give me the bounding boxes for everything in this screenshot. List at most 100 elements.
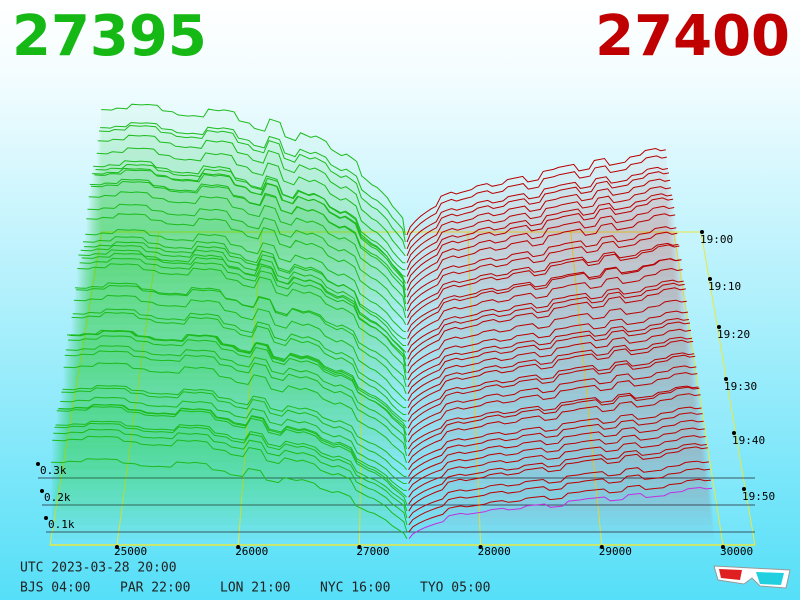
price-label: 25000 [114, 545, 147, 558]
bid-curve [60, 396, 407, 484]
bid-curve [72, 308, 407, 409]
bid-curve [98, 124, 406, 250]
ask-curve [407, 339, 694, 415]
bid-curve [82, 236, 406, 346]
bid-curve [61, 387, 407, 478]
zone-time: TYO 05:00 [420, 581, 490, 596]
ask-curve [407, 279, 684, 353]
time-tick [717, 325, 721, 329]
time-label: 19:30 [724, 380, 757, 393]
price-label: 28000 [478, 545, 511, 558]
ask-price: 27400 [595, 4, 790, 69]
bid-curve [52, 435, 408, 532]
time-tick [724, 377, 728, 381]
bid-curve [80, 244, 407, 360]
depth-tick [40, 489, 44, 493]
ask-curve [406, 166, 668, 250]
bid-curve [93, 160, 406, 284]
bid-curve [66, 329, 407, 443]
bid-curve [79, 257, 407, 367]
time-tick [742, 487, 746, 491]
ask-curve [408, 467, 710, 526]
bid-curve [78, 249, 407, 374]
bid-curve [89, 178, 407, 305]
bid-curve [81, 252, 407, 353]
ask-curve [407, 372, 698, 443]
ask-curve [407, 267, 683, 346]
ask-curve [407, 282, 685, 360]
price-label: 30000 [720, 545, 753, 558]
time-label: 19:50 [742, 490, 775, 503]
price-label: 29000 [599, 545, 632, 558]
bid-curve [95, 163, 406, 271]
bid-curve [71, 311, 407, 415]
price-grid-line [116, 231, 160, 546]
time-tick [732, 431, 736, 435]
time-tick [708, 277, 712, 281]
price-tick [357, 545, 362, 549]
bid-curve [50, 458, 408, 539]
bid-price: 27395 [12, 4, 207, 69]
bid-curve [65, 345, 407, 450]
ask-curve [408, 478, 712, 533]
ask-curve [407, 354, 696, 429]
time-label: 19:00 [700, 233, 733, 246]
price-tick [236, 545, 241, 549]
bid-curve [55, 420, 408, 512]
bid-curve [64, 350, 407, 457]
price-grid-line [237, 231, 263, 546]
zone-time: BJS 04:00 [20, 581, 90, 596]
zone-time: NYC 16:00 [320, 581, 390, 596]
zone-time: PAR 22:00 [120, 581, 190, 596]
bid-curve [90, 180, 407, 298]
ask-curve [406, 226, 677, 305]
bid-curve [57, 404, 408, 498]
ask-curve [407, 299, 687, 374]
bid-curve [69, 330, 407, 429]
bid-curve [96, 147, 406, 264]
ask-curve [407, 258, 681, 332]
price-tick [478, 545, 483, 549]
price-tick [721, 545, 725, 549]
ask-curve [407, 287, 686, 367]
ask-curve [407, 242, 679, 319]
ask-curve [407, 393, 701, 464]
ask-curve [407, 244, 680, 326]
ask-curve [407, 321, 691, 395]
ask-curve [407, 386, 700, 457]
ask-curve [406, 178, 671, 263]
bid-curve [62, 384, 407, 471]
depth-label: 0.2k [44, 491, 71, 504]
time-label: 19:20 [717, 328, 750, 341]
bid-curve [88, 191, 407, 312]
price-tick [599, 545, 604, 549]
bid-curve [92, 167, 406, 291]
bid-curve [100, 122, 406, 243]
ask-curve [406, 171, 669, 256]
ask-curve [408, 446, 708, 512]
ask-curve [406, 231, 678, 312]
ask-curve [408, 412, 703, 477]
ask-curve [406, 147, 666, 236]
ask-curve [406, 197, 674, 284]
glasses-icon [713, 565, 791, 589]
ask-curve [408, 427, 705, 491]
bid-curve [86, 213, 407, 326]
ask-curve [406, 205, 675, 291]
ask-curve [408, 460, 709, 519]
bid-curve [53, 428, 408, 526]
ask-curve [407, 328, 692, 401]
depth-curves [50, 103, 713, 540]
bid-curve [85, 228, 406, 333]
ask-curve [406, 155, 667, 243]
ask-curve [406, 186, 672, 270]
zone-time: LON 21:00 [220, 581, 290, 596]
ask-curve [406, 213, 676, 298]
utc-time: UTC 2023-03-28 20:00 [20, 561, 177, 576]
bid-curve [97, 134, 406, 257]
bid-curve [73, 294, 407, 402]
depth-label: 0.3k [40, 464, 67, 477]
